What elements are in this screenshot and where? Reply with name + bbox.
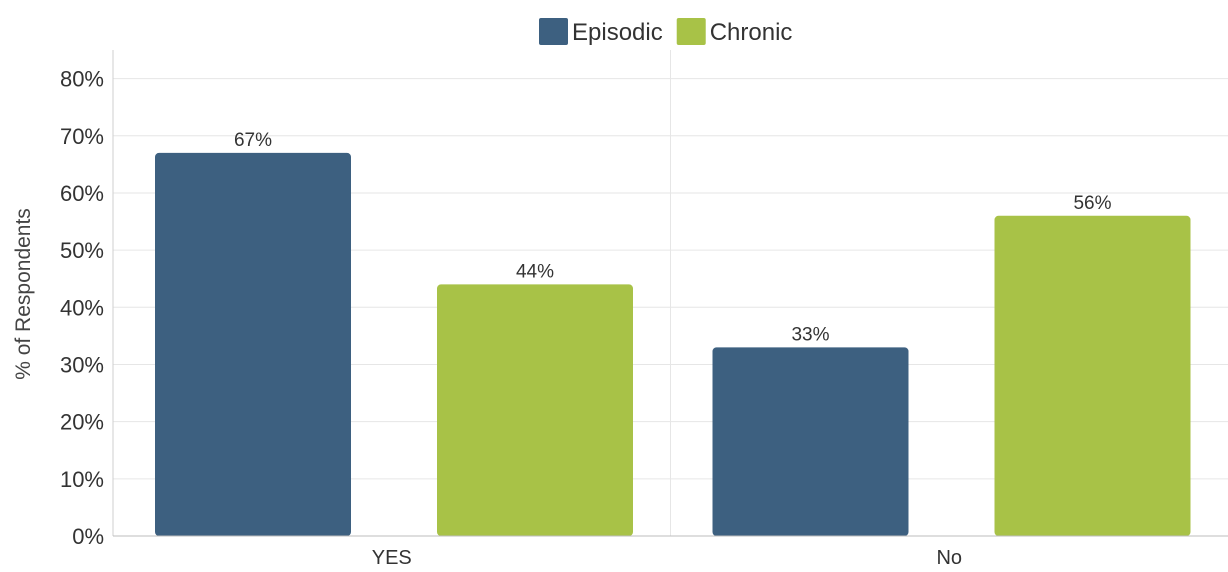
y-tick-label: 80% [60, 67, 104, 92]
bar-chronic [437, 284, 633, 536]
y-tick-label: 10% [60, 467, 104, 492]
y-tick-label: 20% [60, 410, 104, 435]
bars [155, 152, 1191, 536]
data-labels: 67% 44% 33% 56% [234, 130, 1112, 345]
y-tick-label: 70% [60, 124, 104, 149]
legend-swatch-episodic [539, 18, 568, 45]
y-axis-label: % of Respondents [12, 208, 35, 380]
axes: 0% 10% 20% 30% 40% 50% 60% 70% 80% YES No [60, 50, 1228, 569]
y-tick-label: 0% [72, 524, 104, 549]
y-tick-label: 60% [60, 181, 104, 206]
data-label: 67% [234, 130, 272, 151]
bar-episodic [155, 152, 351, 536]
bar-chronic [994, 215, 1191, 536]
data-label: 56% [1073, 193, 1111, 214]
x-tick-label: No [936, 547, 962, 567]
x-tick-label: YES [372, 547, 412, 567]
legend: Episodic Chronic [539, 18, 792, 46]
legend-swatch-chronic [676, 18, 706, 45]
y-tick-label: 30% [60, 352, 104, 377]
bar-episodic [712, 347, 909, 536]
legend-label-chronic: Chronic [710, 19, 793, 46]
y-tick-label: 40% [60, 295, 104, 320]
y-tick-label: 50% [60, 238, 104, 263]
legend-label-episodic: Episodic [572, 19, 663, 46]
data-label: 44% [516, 261, 554, 282]
data-label: 33% [791, 324, 829, 345]
